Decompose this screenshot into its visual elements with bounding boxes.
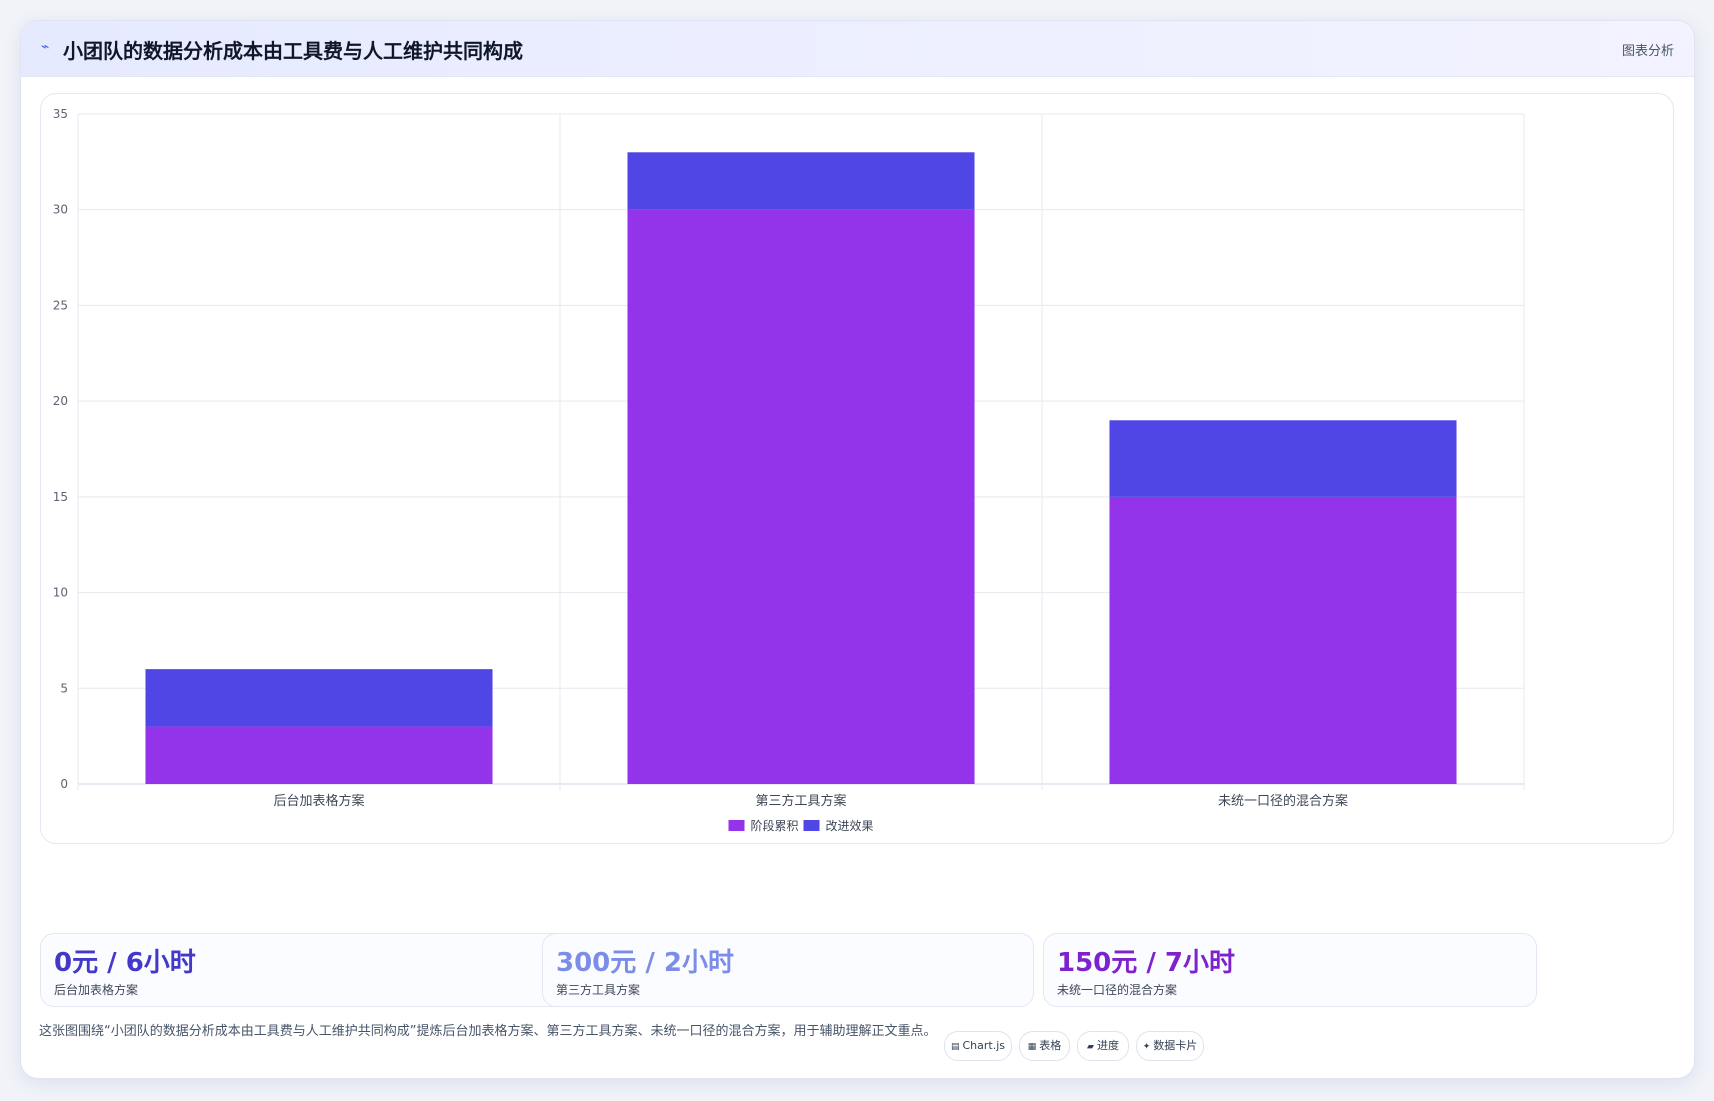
stat-value: 0元 / 6小时 <box>54 948 196 978</box>
stat-card: 0元 / 6小时 后台加表格方案 <box>40 933 577 1007</box>
bar-segment <box>627 209 975 784</box>
chip-label: 进度 <box>1096 1039 1119 1052</box>
bar-segment <box>1109 420 1457 497</box>
x-tick-label: 未统一口径的混合方案 <box>1218 793 1348 809</box>
x-tick-label: 后台加表格方案 <box>273 793 364 809</box>
header-tag[interactable]: 图表分析 <box>1621 44 1674 59</box>
bar-segment <box>145 726 493 784</box>
y-tick-label: 15 <box>53 490 68 504</box>
legend-label: 阶段累积 <box>751 818 799 833</box>
chip-label: 数据卡片 <box>1153 1039 1198 1052</box>
y-tick-label: 0 <box>60 777 68 791</box>
bar-segment <box>1109 496 1457 784</box>
stat-cards: 0元 / 6小时 后台加表格方案 300元 / 2小时 第三方工具方案 150元… <box>40 933 1672 1007</box>
legend-swatch <box>803 820 820 831</box>
stat-label: 第三方工具方案 <box>556 983 641 997</box>
y-tick-label: 5 <box>60 681 68 695</box>
plot-panel: 0 5 10 15 20 25 30 35 后台加表格方案 第三方工具方案 未统一口径的混合方案阶段… <box>40 93 1674 844</box>
bar-segment <box>627 152 975 210</box>
y-tick-label: 25 <box>53 298 68 312</box>
chip-data-card[interactable]: ✦ 数据卡片 <box>1136 1031 1204 1061</box>
stat-value: 150元 / 7小时 <box>1057 948 1235 978</box>
stacked-bar-chart: 0 5 10 15 20 25 30 35 后台加表格方案 第三方工具方案 未统一口径的混合方案阶段… <box>53 107 1525 833</box>
trend-icon: ⌁ <box>41 39 50 55</box>
stat-value: 300元 / 2小时 <box>556 948 734 978</box>
stat-card: 150元 / 7小时 未统一口径的混合方案 <box>1043 933 1537 1007</box>
table-icon: ▦ <box>1027 1042 1037 1052</box>
page-title: 小团队的数据分析成本由工具费与人工维护共同构成 <box>63 39 523 63</box>
stat-label: 后台加表格方案 <box>54 983 139 997</box>
legend-label: 改进效果 <box>826 818 874 833</box>
y-tick-label: 35 <box>53 107 68 121</box>
stat-label: 未统一口径的混合方案 <box>1057 983 1178 997</box>
chip-table[interactable]: ▦ 表格 <box>1019 1031 1070 1061</box>
chart-icon: ▤ <box>950 1042 960 1052</box>
y-tick-label: 20 <box>53 394 68 408</box>
chip-label: Chart.js <box>962 1039 1006 1052</box>
caption-note: 这张图围绕“小团队的数据分析成本由工具费与人工维护共同构成”提炼后台加表格方案、… <box>39 1024 937 1039</box>
x-tick-label: 第三方工具方案 <box>755 793 846 809</box>
legend-swatch <box>728 820 745 831</box>
sparkle-icon: ✦ <box>1142 1042 1151 1052</box>
chip-label: 表格 <box>1039 1039 1062 1052</box>
stat-card: 300元 / 2小时 第三方工具方案 <box>542 933 1034 1007</box>
y-tick-label: 10 <box>53 586 68 600</box>
chip-progress[interactable]: ▰ 进度 <box>1077 1031 1129 1061</box>
bar-segment <box>145 669 493 727</box>
y-tick-label: 30 <box>53 203 68 217</box>
chip-chartjs[interactable]: ▤ Chart.js <box>944 1031 1012 1061</box>
card-header: ⌁ 小团队的数据分析成本由工具费与人工维护共同构成 图表分析 <box>21 21 1694 77</box>
progress-icon: ▰ <box>1087 1042 1094 1052</box>
chart-card: ⌁ 小团队的数据分析成本由工具费与人工维护共同构成 图表分析 0 5 10 15 20 2… <box>20 20 1695 1079</box>
